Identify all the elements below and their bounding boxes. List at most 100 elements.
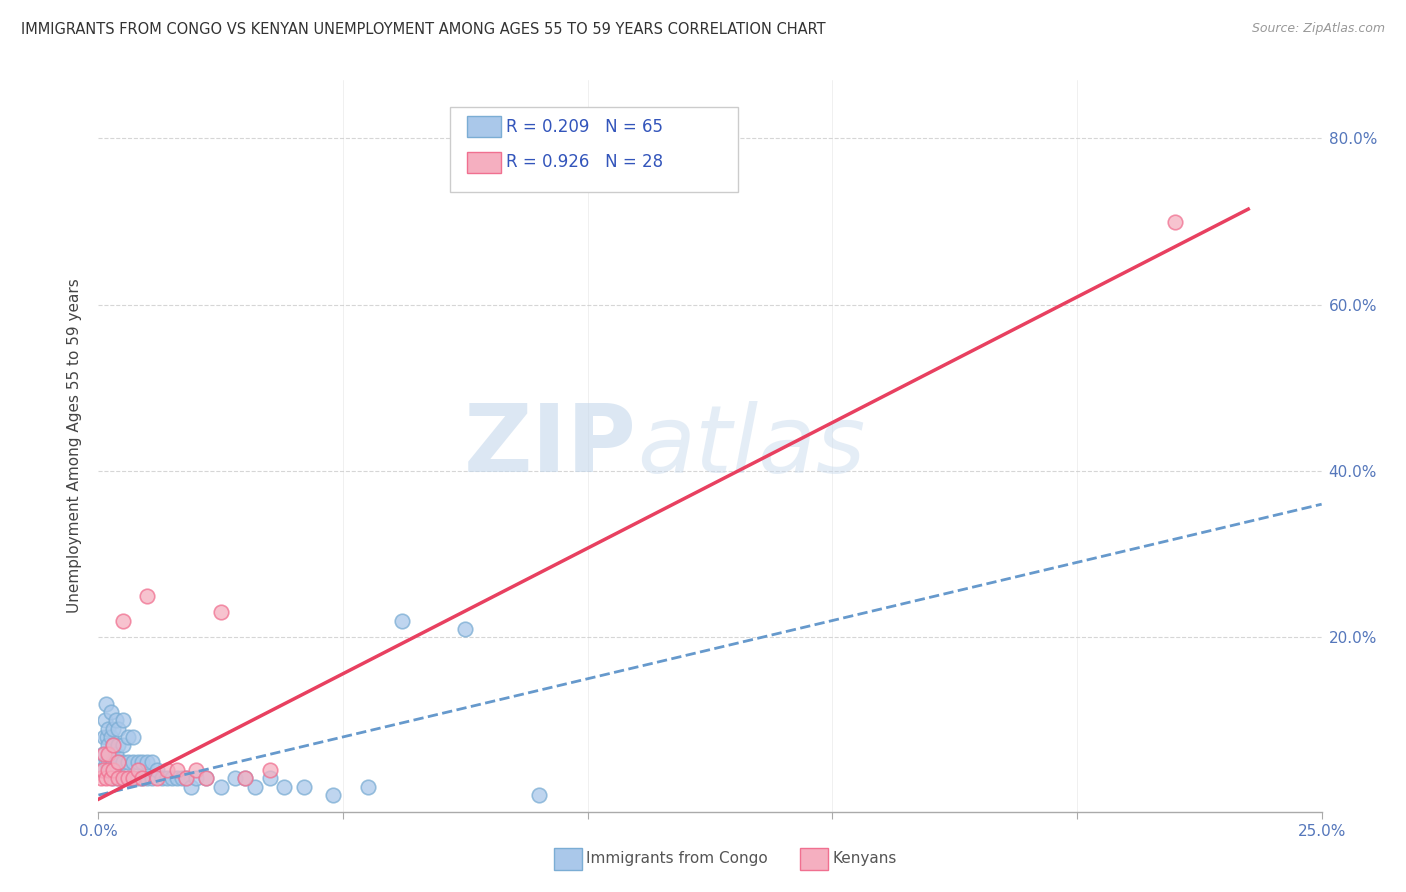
Point [103,763,125,777]
Point [107,755,129,769]
Point [273,780,295,794]
Point [101,763,124,777]
Point [156,763,179,777]
Point [93,747,115,761]
Point [96,730,118,744]
Point [97,755,120,769]
Point [100,772,122,786]
Point [186,772,208,786]
Point [100,730,122,744]
Point [195,772,218,786]
Point [141,755,163,769]
Point [150,772,173,786]
Point [97,722,120,736]
Point [233,772,256,786]
Point [101,755,124,769]
Point [111,755,134,769]
Point [98,747,121,761]
Point [117,772,139,786]
Point [97,747,120,761]
Point [104,747,127,761]
Point [101,738,124,752]
Point [97,763,120,777]
Point [356,780,378,794]
Point [107,755,129,769]
Point [94,697,117,711]
Point [100,705,122,719]
Point [101,772,124,786]
Point [170,772,193,786]
Point [224,772,246,786]
Point [186,763,208,777]
Point [292,780,315,794]
Point [322,788,344,802]
Point [527,788,550,802]
Point [391,614,413,628]
Point [94,755,117,769]
Text: R = 0.209   N = 65: R = 0.209 N = 65 [506,118,664,136]
Point [111,714,134,728]
Point [107,738,129,752]
Point [259,772,281,786]
Text: IMMIGRANTS FROM CONGO VS KENYAN UNEMPLOYMENT AMONG AGES 55 TO 59 YEARS CORRELATI: IMMIGRANTS FROM CONGO VS KENYAN UNEMPLOY… [21,22,825,37]
Point [117,755,139,769]
Point [111,738,134,752]
Point [93,730,115,744]
Point [131,772,153,786]
Text: ZIP: ZIP [464,400,637,492]
Point [127,772,149,786]
Point [127,755,149,769]
Point [209,605,232,619]
Point [90,772,112,786]
Point [136,755,159,769]
Point [160,772,183,786]
Point [121,730,143,744]
Point [98,763,121,777]
Point [94,772,117,786]
Point [91,747,114,761]
Point [243,780,266,794]
Point [111,772,134,786]
Text: Kenyans: Kenyans [832,851,897,865]
Text: atlas: atlas [637,401,865,491]
Point [136,589,159,603]
Point [107,772,129,786]
Point [127,763,149,777]
Point [117,730,139,744]
Point [121,772,143,786]
Point [176,772,198,786]
Point [180,780,202,794]
Point [111,614,134,628]
Point [146,772,169,786]
Point [454,622,477,636]
Point [91,763,114,777]
Point [136,772,159,786]
Text: Source: ZipAtlas.com: Source: ZipAtlas.com [1251,22,1385,36]
Point [233,772,256,786]
Point [111,772,134,786]
Point [107,722,129,736]
Point [146,763,169,777]
Point [94,714,117,728]
Y-axis label: Unemployment Among Ages 55 to 59 years: Unemployment Among Ages 55 to 59 years [67,278,83,614]
Point [195,772,218,786]
Point [121,755,143,769]
Point [121,772,143,786]
Point [209,780,232,794]
Point [107,772,129,786]
Point [104,714,127,728]
Text: R = 0.926   N = 28: R = 0.926 N = 28 [506,153,664,171]
Text: Immigrants from Congo: Immigrants from Congo [586,851,768,865]
Point [259,763,281,777]
Point [90,763,112,777]
Point [117,772,139,786]
Point [166,772,188,786]
Point [97,738,120,752]
Point [131,772,153,786]
Point [101,738,124,752]
Point [141,772,163,786]
Point [101,722,124,736]
Point [1164,214,1187,228]
Point [156,772,179,786]
Point [166,763,188,777]
